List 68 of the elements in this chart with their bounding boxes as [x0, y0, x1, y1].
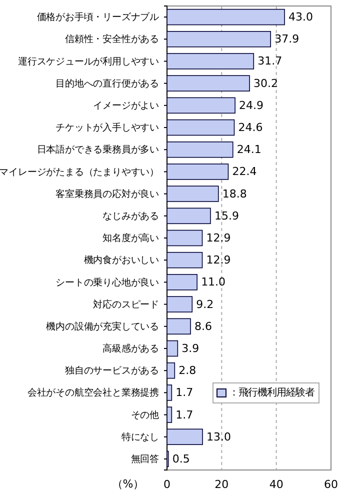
bar — [166, 428, 203, 445]
bar — [166, 119, 235, 136]
bar — [166, 252, 203, 268]
text: 8.6 — [194, 320, 212, 333]
bar — [166, 384, 172, 401]
y-tick-label: 価格がお手頃・リーズナブル — [36, 11, 160, 24]
y-tick-label: 機内食がおいしい — [84, 254, 160, 266]
y-tick-label: 信頼性・安全性がある — [64, 33, 159, 46]
bar — [166, 406, 172, 423]
text: 2.8 — [178, 364, 196, 378]
text: 43.0 — [288, 10, 314, 24]
text: 22.4 — [232, 165, 257, 178]
y-tick-label: 機内の設備が充実している — [46, 320, 159, 332]
y-tick-label: 独自のサービスがある — [64, 364, 159, 377]
text: 0.5 — [172, 452, 190, 466]
y-tick-label: 客室乗務員の応対が良い — [56, 188, 160, 200]
y-tick-label: マイレージがたまる（たまりやすい） — [0, 166, 159, 178]
text: 11.0 — [201, 276, 226, 289]
y-tick-label: 知名度が高い — [102, 232, 160, 244]
x-tick-label: 20 — [214, 478, 229, 491]
text: 30.2 — [254, 76, 278, 90]
bar — [166, 141, 234, 158]
y-tick-label: 運行スケジュールが利用しやすい — [18, 55, 160, 68]
text: 24.6 — [238, 121, 263, 134]
x-tick-label: 0 — [164, 478, 170, 491]
legend-label: ：飛行機利用経験者 — [229, 386, 315, 398]
y-tick-label: なじみがある — [102, 210, 159, 222]
bar — [166, 186, 219, 202]
text: 3.9 — [182, 342, 200, 355]
y-tick-label: イメージがよい — [93, 100, 160, 112]
text: 12.9 — [206, 254, 231, 267]
text: 37.9 — [274, 32, 300, 46]
bar — [166, 8, 285, 26]
text: 24.1 — [236, 143, 262, 156]
bar — [166, 318, 191, 335]
y-tick-label: 日本語ができる乗務員が多い — [36, 144, 160, 156]
x-tick-label: 40 — [269, 478, 284, 491]
text: 13.0 — [206, 430, 232, 444]
y-tick-label: 会社がその航空会社と業務提携 — [27, 386, 160, 399]
text: 31.7 — [258, 54, 282, 68]
y-tick-label: その他 — [130, 408, 160, 421]
bar — [166, 208, 211, 224]
text: 15.9 — [214, 209, 239, 222]
y-tick-label: 特になし — [121, 430, 159, 443]
bar — [166, 296, 193, 312]
bar — [166, 75, 250, 92]
bar — [166, 340, 178, 357]
text: 12.9 — [206, 232, 231, 244]
y-tick-label: 対応のスピード — [93, 298, 159, 310]
text: 9.2 — [196, 298, 214, 311]
x-axis-title: （%） — [112, 478, 144, 490]
y-tick-label: 目的地への直行便がある — [56, 77, 159, 90]
bar — [166, 164, 229, 180]
bar — [166, 230, 203, 246]
y-tick-label: チケットが入手しやすい — [56, 122, 160, 134]
text: 1.7 — [176, 408, 194, 422]
bar — [166, 31, 271, 48]
bar — [166, 274, 198, 290]
x-tick-label: 60 — [324, 478, 338, 491]
text: 24.9 — [239, 98, 264, 112]
text: 1.7 — [176, 386, 194, 400]
text: 18.8 — [222, 187, 247, 200]
bar — [166, 97, 236, 114]
y-tick-label: シートの乗り心地が良い — [56, 276, 160, 288]
bar — [166, 362, 176, 379]
y-tick-label: 高級感がある — [102, 342, 159, 355]
y-tick-label: 無回答 — [130, 453, 160, 466]
bar — [166, 53, 254, 70]
